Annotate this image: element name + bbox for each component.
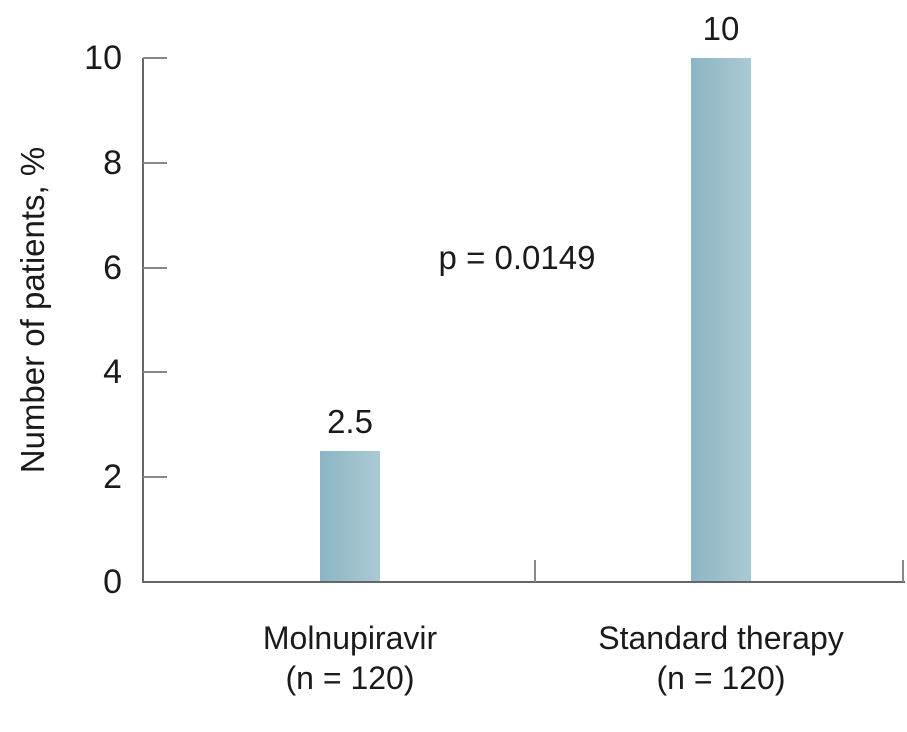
y-tick-label: 10 (84, 39, 122, 77)
y-tick-mark (143, 57, 167, 59)
y-tick-mark (143, 476, 167, 479)
y-tick-label: 8 (103, 143, 122, 182)
category-label: Molnupiravir (n = 120) (200, 618, 500, 698)
x-tick-mark (902, 560, 904, 582)
category-label-n: (n = 120) (285, 660, 415, 696)
x-tick-mark (534, 560, 536, 582)
category-label-name: Standard therapy (598, 620, 844, 656)
bar-standard-therapy (691, 58, 751, 581)
y-tick-label: 0 (103, 563, 122, 601)
y-tick-mark (143, 371, 167, 374)
y-tick-mark (143, 161, 167, 164)
category-label: Standard therapy (n = 120) (571, 618, 871, 698)
category-label-name: Molnupiravir (262, 620, 438, 656)
bar-value-label: 10 (702, 10, 740, 47)
category-label-n: (n = 120) (656, 660, 786, 696)
y-tick-mark (143, 266, 167, 269)
y-tick-label: 6 (103, 248, 122, 287)
bar-value-label: 2.5 (327, 403, 373, 440)
x-axis-line (142, 581, 905, 583)
y-tick-label: 2 (103, 458, 122, 497)
y-axis-line (142, 58, 144, 583)
p-value-annotation: p = 0.0149 (438, 239, 596, 276)
y-tick-label: 4 (103, 353, 122, 392)
bar-molnupiravir (320, 451, 380, 581)
